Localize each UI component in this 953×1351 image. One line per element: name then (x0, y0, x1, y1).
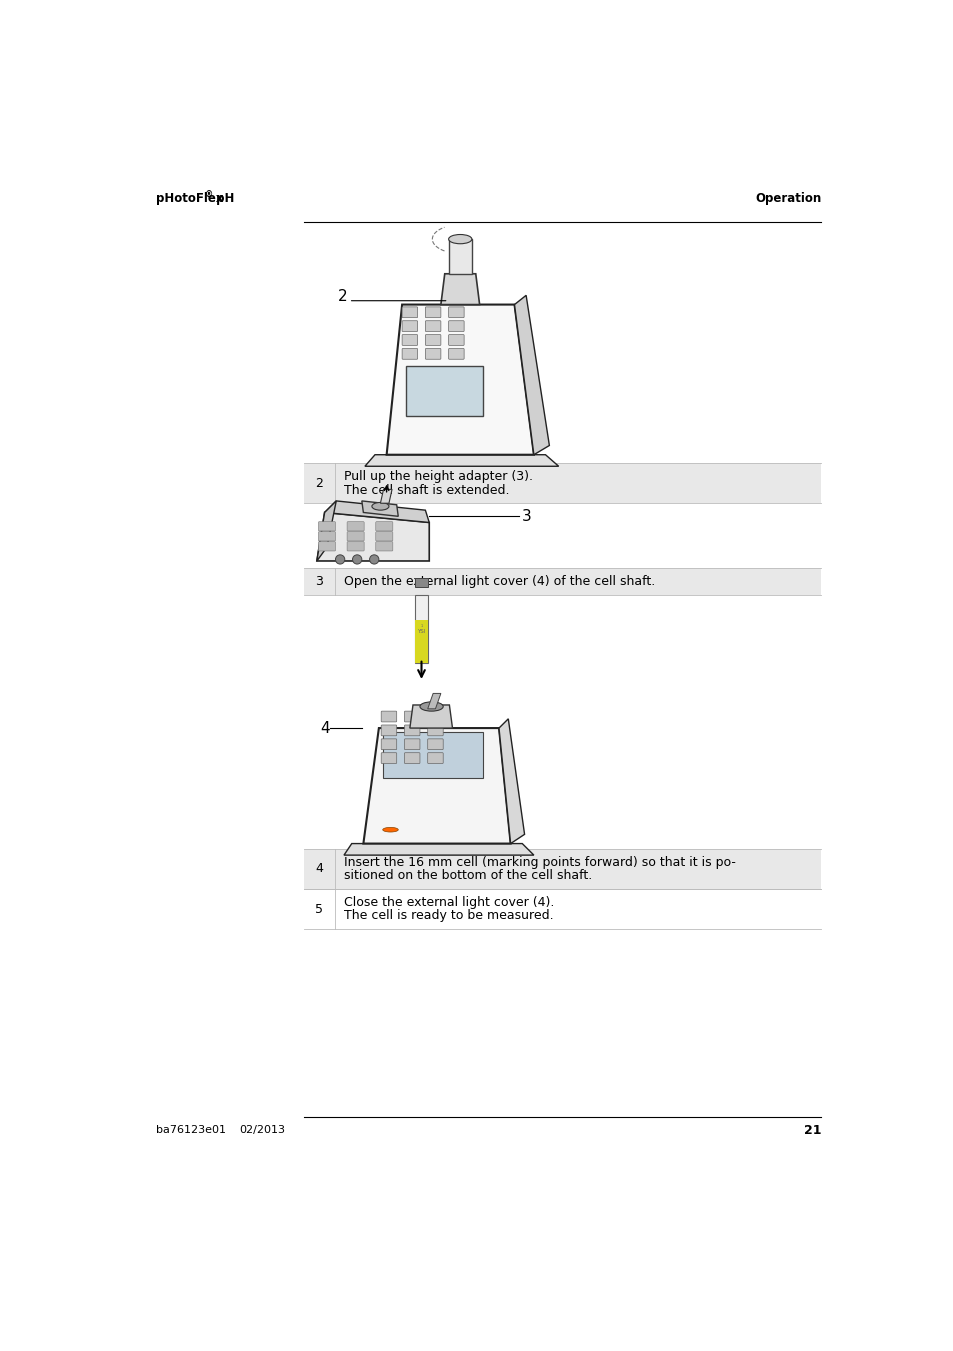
Bar (415, 620, 427, 662)
FancyBboxPatch shape (375, 542, 393, 551)
FancyBboxPatch shape (402, 349, 417, 359)
FancyBboxPatch shape (404, 711, 419, 721)
FancyBboxPatch shape (404, 739, 419, 750)
Circle shape (369, 555, 378, 565)
Text: ₁
YSI: ₁ YSI (416, 623, 425, 634)
Circle shape (335, 555, 344, 565)
Text: 4: 4 (320, 720, 330, 735)
Polygon shape (514, 296, 549, 455)
Polygon shape (498, 719, 524, 843)
Bar (448, 239, 472, 274)
Text: 3: 3 (314, 576, 323, 588)
FancyBboxPatch shape (406, 366, 483, 416)
FancyBboxPatch shape (402, 307, 417, 317)
FancyBboxPatch shape (347, 521, 364, 531)
Text: 02/2013: 02/2013 (239, 1125, 285, 1135)
FancyBboxPatch shape (402, 320, 417, 331)
Polygon shape (427, 693, 440, 709)
Text: ®: ® (204, 190, 213, 200)
Polygon shape (380, 489, 392, 503)
Polygon shape (363, 728, 510, 843)
Bar (382, 732, 483, 778)
Ellipse shape (372, 503, 389, 511)
Text: Pull up the height adapter (3).: Pull up the height adapter (3). (344, 470, 533, 482)
FancyBboxPatch shape (448, 320, 464, 331)
Text: pHotoFlex: pHotoFlex (156, 192, 224, 205)
Text: The cell shaft is extended.: The cell shaft is extended. (344, 484, 509, 497)
FancyBboxPatch shape (404, 753, 419, 763)
FancyBboxPatch shape (318, 521, 335, 531)
Polygon shape (410, 705, 452, 728)
FancyBboxPatch shape (381, 711, 396, 721)
FancyBboxPatch shape (402, 335, 417, 346)
FancyBboxPatch shape (427, 711, 443, 721)
Text: sitioned on the bottom of the cell shaft.: sitioned on the bottom of the cell shaft… (344, 869, 592, 882)
FancyBboxPatch shape (347, 542, 364, 551)
Text: 21: 21 (803, 1124, 821, 1136)
FancyBboxPatch shape (381, 725, 396, 736)
Text: 4: 4 (314, 862, 323, 875)
Text: Close the external light cover (4).: Close the external light cover (4). (344, 896, 554, 909)
Polygon shape (316, 512, 429, 561)
FancyBboxPatch shape (381, 739, 396, 750)
Polygon shape (365, 455, 558, 466)
FancyBboxPatch shape (448, 335, 464, 346)
Bar (303, 848, 821, 889)
Polygon shape (361, 501, 397, 516)
FancyBboxPatch shape (425, 335, 440, 346)
Polygon shape (440, 274, 479, 304)
Text: 2: 2 (314, 477, 323, 489)
Text: 3: 3 (521, 509, 532, 524)
Bar (415, 594, 428, 662)
Bar (303, 567, 821, 594)
FancyBboxPatch shape (404, 725, 419, 736)
Ellipse shape (448, 235, 472, 243)
Polygon shape (316, 501, 335, 561)
Text: Operation: Operation (755, 192, 821, 205)
Ellipse shape (382, 827, 397, 832)
Text: ba76123e01: ba76123e01 (156, 1125, 226, 1135)
Text: pH: pH (212, 192, 234, 205)
Bar (303, 463, 821, 503)
FancyBboxPatch shape (375, 532, 393, 540)
FancyBboxPatch shape (448, 349, 464, 359)
Text: The cell is ready to be measured.: The cell is ready to be measured. (344, 909, 553, 923)
Polygon shape (324, 501, 429, 523)
Circle shape (353, 555, 361, 565)
FancyBboxPatch shape (427, 753, 443, 763)
FancyBboxPatch shape (425, 349, 440, 359)
Text: Open the external light cover (4) of the cell shaft.: Open the external light cover (4) of the… (344, 576, 655, 588)
FancyBboxPatch shape (375, 521, 393, 531)
FancyBboxPatch shape (318, 532, 335, 540)
Ellipse shape (419, 703, 443, 711)
FancyBboxPatch shape (347, 532, 364, 540)
FancyBboxPatch shape (427, 725, 443, 736)
FancyBboxPatch shape (427, 739, 443, 750)
Text: Insert the 16 mm cell (marking points forward) so that it is po-: Insert the 16 mm cell (marking points fo… (344, 855, 735, 869)
Bar (415, 578, 428, 588)
Bar (303, 889, 821, 929)
Polygon shape (386, 304, 534, 455)
FancyBboxPatch shape (381, 753, 396, 763)
FancyBboxPatch shape (425, 320, 440, 331)
FancyBboxPatch shape (425, 307, 440, 317)
FancyBboxPatch shape (318, 542, 335, 551)
Text: 5: 5 (314, 902, 323, 916)
FancyBboxPatch shape (448, 307, 464, 317)
Text: 2: 2 (337, 289, 347, 304)
Polygon shape (344, 843, 534, 855)
